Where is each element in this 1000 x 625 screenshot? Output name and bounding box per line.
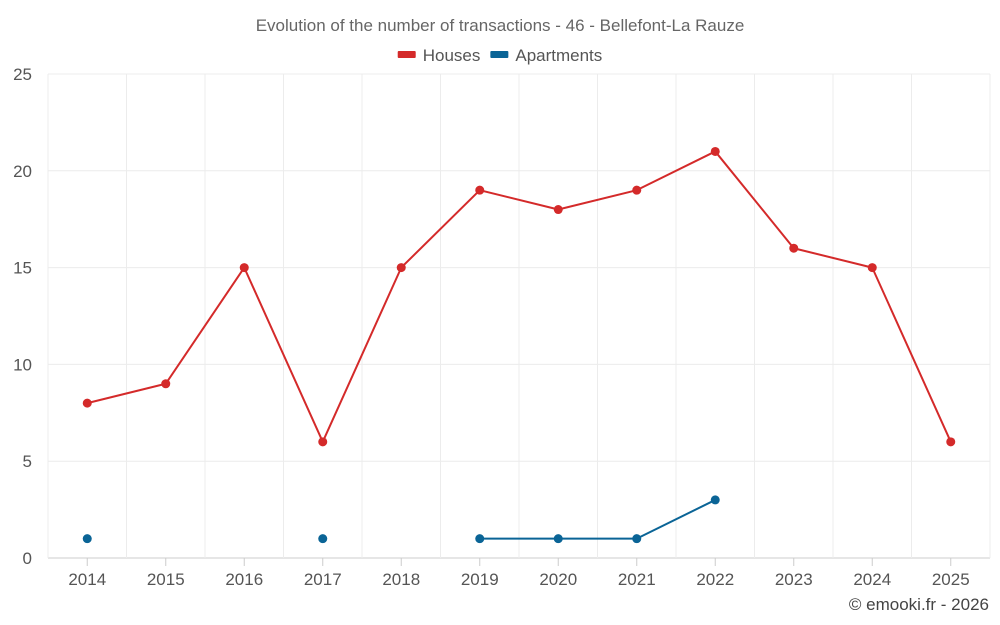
series-apartments — [82, 495, 720, 544]
x-tick-label: 2020 — [539, 570, 577, 589]
houses-point[interactable] — [82, 398, 92, 408]
y-tick-label: 15 — [13, 259, 32, 278]
x-tick-label: 2021 — [618, 570, 656, 589]
houses-point[interactable] — [239, 263, 249, 273]
y-tick-label: 5 — [23, 452, 32, 471]
apartments-point[interactable] — [82, 534, 92, 544]
x-tick-label: 2015 — [147, 570, 185, 589]
houses-point[interactable] — [789, 243, 799, 253]
y-axis: 0 5 10 15 20 25 — [13, 65, 32, 568]
x-axis: 2014 2015 2016 2017 2018 2019 2020 2021 2022 2023… — [68, 558, 970, 589]
x-tick-label: 2018 — [382, 570, 420, 589]
legend-swatch — [490, 51, 509, 58]
houses-point[interactable] — [318, 437, 328, 447]
x-tick-label: 2019 — [461, 570, 499, 589]
apartments-point[interactable] — [318, 534, 328, 544]
x-tick-label: 2025 — [932, 570, 970, 589]
x-tick-label: 2016 — [225, 570, 263, 589]
houses-point[interactable] — [396, 263, 406, 273]
y-tick-label: 25 — [13, 65, 32, 84]
series-houses — [82, 146, 956, 447]
apartments-point[interactable] — [710, 495, 720, 505]
houses-point[interactable] — [475, 185, 485, 195]
legend-item-houses[interactable]: Houses — [397, 46, 481, 65]
y-tick-label: 0 — [23, 549, 32, 568]
y-tick-label: 20 — [13, 162, 32, 181]
legend-item-apartments[interactable]: Apartments — [490, 46, 602, 65]
series-layer — [82, 146, 956, 544]
apartments-point[interactable] — [553, 534, 563, 544]
legend-label: Houses — [423, 46, 481, 65]
houses-point[interactable] — [553, 205, 563, 215]
houses-point[interactable] — [946, 437, 956, 447]
apartments-point[interactable] — [475, 534, 485, 544]
x-tick-label: 2017 — [304, 570, 342, 589]
houses-point[interactable] — [867, 263, 877, 273]
houses-point[interactable] — [161, 379, 171, 389]
x-tick-label: 2024 — [853, 570, 891, 589]
legend: Houses Apartments — [397, 46, 602, 65]
x-tick-label: 2022 — [696, 570, 734, 589]
x-tick-label: 2014 — [68, 570, 106, 589]
apartments-point[interactable] — [632, 534, 642, 544]
houses-line — [87, 150, 952, 443]
x-tick-label: 2023 — [775, 570, 813, 589]
y-tick-label: 10 — [13, 355, 32, 374]
chart-title: Evolution of the number of transactions … — [256, 16, 745, 35]
apartments-line — [479, 499, 716, 540]
credit-text: © emooki.fr - 2026 — [849, 595, 989, 614]
houses-point[interactable] — [632, 185, 642, 195]
legend-swatch — [397, 51, 416, 58]
legend-label: Apartments — [515, 46, 602, 65]
houses-point[interactable] — [710, 146, 720, 156]
grid-lines — [47, 73, 991, 559]
